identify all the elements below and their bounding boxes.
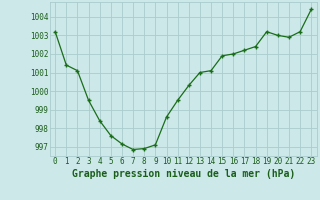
X-axis label: Graphe pression niveau de la mer (hPa): Graphe pression niveau de la mer (hPa)	[72, 169, 295, 179]
